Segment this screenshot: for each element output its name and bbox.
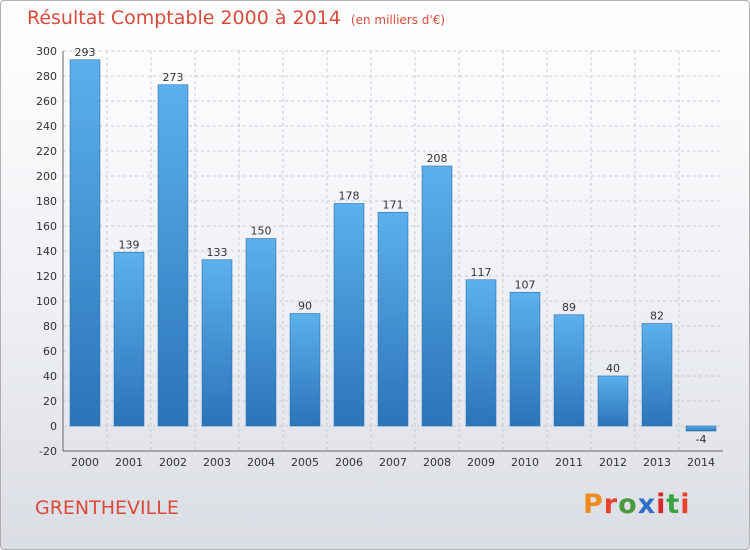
y-tick-label: 60 — [43, 345, 57, 358]
value-label: 89 — [562, 301, 576, 314]
value-label: 150 — [251, 225, 272, 238]
brand-letter: i — [680, 489, 691, 520]
x-tick-label: 2014 — [687, 456, 715, 469]
x-tick-label: 2009 — [467, 456, 495, 469]
value-label: -4 — [696, 433, 707, 446]
y-tick-label: 300 — [36, 45, 57, 58]
bar — [465, 279, 497, 427]
x-tick-label: 2013 — [643, 456, 671, 469]
x-tick-label: 2007 — [379, 456, 407, 469]
brand-letter: x — [637, 489, 657, 520]
y-tick-label: 240 — [36, 120, 57, 133]
axes: -20 0 20 40 60 80 100 120 140 160 180 200 220 240 260 2… — [36, 45, 723, 469]
x-tick-label: 2000 — [71, 456, 99, 469]
bar — [69, 59, 101, 427]
brand-letter: P — [583, 489, 604, 520]
y-tick-label: 260 — [36, 95, 57, 108]
brand-letter: r — [603, 489, 619, 520]
x-tick-label: 2001 — [115, 456, 143, 469]
y-tick-label: 0 — [50, 420, 57, 433]
chart-unit-label: (en milliers d'€) — [350, 13, 446, 27]
y-tick-label: 100 — [36, 295, 57, 308]
bar — [509, 291, 541, 427]
bar — [641, 323, 673, 427]
value-label: 273 — [163, 71, 184, 84]
value-labels: 293 139 273 133 150 90 178 171 208 117 107 89 40 82 -4 — [75, 46, 707, 446]
brand-letter: o — [618, 489, 638, 520]
value-label: 40 — [606, 362, 620, 375]
commune-name: GRENTHEVILLE — [35, 497, 179, 519]
bar — [157, 84, 189, 427]
y-tick-label: 180 — [36, 195, 57, 208]
x-tick-label: 2008 — [423, 456, 451, 469]
bar — [113, 251, 145, 427]
bar — [685, 425, 717, 432]
x-tick-label: 2003 — [203, 456, 231, 469]
y-tick-label: -20 — [39, 445, 57, 458]
brand-logo: Proxiti — [583, 489, 691, 520]
y-tick-label: 120 — [36, 270, 57, 283]
value-label: 90 — [298, 300, 312, 313]
chart-title: Résultat Comptable 2000 à 2014 (en millie… — [27, 7, 445, 29]
x-tick-label: 2012 — [599, 456, 627, 469]
x-tick-label: 2005 — [291, 456, 319, 469]
value-label: 107 — [515, 278, 536, 291]
value-label: 82 — [650, 310, 664, 323]
value-label: 117 — [471, 266, 492, 279]
bar — [333, 203, 365, 427]
value-label: 139 — [119, 238, 140, 251]
brand-letter: i — [656, 489, 667, 520]
y-tick-label: 280 — [36, 70, 57, 83]
y-tick-label: 160 — [36, 220, 57, 233]
y-tick-label: 80 — [43, 320, 57, 333]
bar — [597, 375, 629, 427]
y-tick-label: 40 — [43, 370, 57, 383]
x-tick-label: 2010 — [511, 456, 539, 469]
bar — [201, 259, 233, 427]
chart-title-text: Résultat Comptable 2000 à 2014 — [27, 7, 341, 29]
value-label: 208 — [427, 152, 448, 165]
bar — [289, 313, 321, 427]
value-label: 178 — [339, 190, 360, 203]
x-tick-label: 2002 — [159, 456, 187, 469]
x-tick-label: 2006 — [335, 456, 363, 469]
y-tick-label: 200 — [36, 170, 57, 183]
bar — [553, 314, 585, 427]
bar — [421, 165, 453, 427]
y-tick-label: 20 — [43, 395, 57, 408]
bar — [245, 238, 277, 427]
bar — [377, 211, 409, 427]
value-label: 171 — [383, 198, 404, 211]
x-tick-label: 2004 — [247, 456, 275, 469]
value-label: 293 — [75, 46, 96, 59]
brand-letter: t — [666, 489, 681, 520]
y-tick-label: 140 — [36, 245, 57, 258]
bars — [69, 59, 717, 432]
x-tick-label: 2011 — [555, 456, 583, 469]
y-tick-label: 220 — [36, 145, 57, 158]
value-label: 133 — [207, 246, 228, 259]
